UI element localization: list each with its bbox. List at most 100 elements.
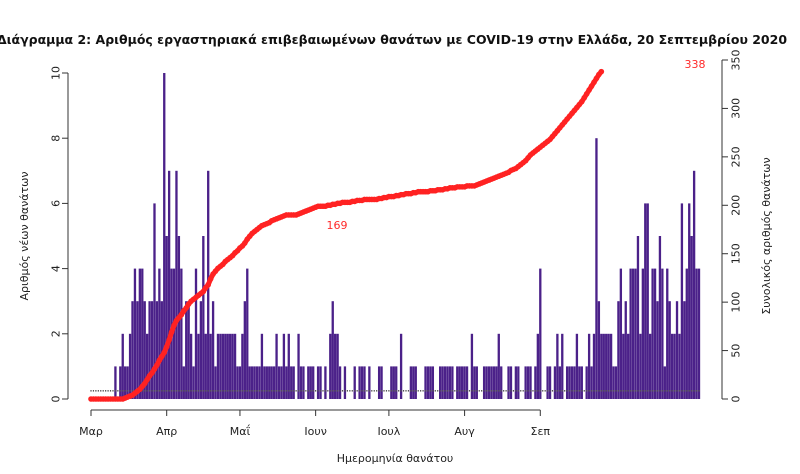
bar (253, 366, 256, 399)
baseline-dot (612, 390, 615, 392)
bar (507, 366, 510, 399)
bar (334, 333, 337, 399)
baseline-dot (639, 390, 641, 392)
bar (392, 366, 395, 399)
bar (189, 333, 193, 399)
bar (670, 333, 674, 399)
bar (487, 366, 491, 399)
baseline-dot (556, 390, 558, 392)
baseline-dot (686, 390, 688, 392)
baseline-dot (175, 390, 178, 392)
baseline-dot (444, 390, 446, 392)
baseline-dot (222, 390, 224, 392)
baseline-dot (498, 390, 500, 392)
baseline-dot (637, 390, 639, 392)
bar (546, 366, 549, 399)
baseline-dot (659, 390, 661, 392)
bar (282, 333, 286, 399)
baseline-dot (634, 390, 637, 392)
baseline-dot (332, 390, 334, 392)
baseline-dot (544, 390, 546, 392)
baseline-dot (112, 390, 114, 392)
bar (500, 366, 503, 399)
x-axis-label: Ημερομηνία θανάτου (337, 452, 454, 465)
right-tick-label: 300 (730, 98, 743, 119)
bar (192, 366, 195, 399)
baseline-dot (388, 390, 390, 392)
bar (224, 333, 227, 399)
baseline-dot (593, 390, 595, 392)
baseline-dot (241, 390, 243, 392)
baseline-dot (615, 390, 617, 392)
bar (290, 366, 293, 399)
baseline-dot (630, 390, 632, 392)
y-axis-label: Αριθμός νέων θανάτων (18, 172, 31, 301)
baseline-dot (212, 390, 214, 392)
baseline-dot (559, 390, 561, 392)
baseline-dot (554, 390, 556, 392)
bar (553, 366, 557, 399)
bar (275, 333, 278, 399)
left-tick-label: 6 (50, 200, 63, 207)
baseline-dot (251, 390, 253, 392)
bar (194, 268, 198, 399)
bar (146, 333, 149, 399)
baseline-dot (468, 390, 471, 392)
baseline-dot (442, 390, 444, 392)
baseline-dot (576, 390, 578, 392)
baseline-dot (590, 390, 593, 392)
bar (158, 268, 161, 399)
baseline-dot (371, 390, 373, 392)
bar (138, 268, 141, 399)
baseline-dot (322, 390, 324, 392)
bar (211, 301, 215, 399)
bar (526, 366, 530, 399)
baseline-dot (422, 390, 424, 392)
bar (202, 236, 205, 399)
bar (622, 333, 625, 399)
baseline-dot (300, 390, 302, 392)
bar (683, 301, 686, 399)
baseline-dot (100, 390, 102, 392)
bar (607, 333, 610, 399)
baseline-dot (473, 390, 475, 392)
bar (558, 366, 561, 399)
bar (226, 333, 229, 399)
baseline-dot (454, 390, 456, 392)
bar (377, 366, 381, 399)
bar (548, 366, 552, 399)
bar (634, 268, 637, 399)
baseline-dot (478, 390, 480, 392)
baseline-dot (608, 390, 610, 392)
baseline-dot (537, 390, 539, 392)
baseline-dot (141, 390, 143, 392)
baseline-dot (349, 390, 351, 392)
baseline-dot (368, 390, 370, 392)
bar (627, 333, 630, 399)
bar (661, 268, 664, 399)
bar (229, 333, 232, 399)
baseline-dot (146, 390, 148, 392)
baseline-dot (691, 390, 693, 392)
baseline-dot (149, 390, 151, 392)
baseline-dot (402, 390, 405, 392)
baseline-dot (95, 390, 97, 392)
bar (409, 366, 413, 399)
bar (573, 366, 576, 399)
bar (312, 366, 315, 399)
baseline-dot (632, 390, 634, 392)
x-tick-label: Μαρ (79, 425, 103, 438)
baseline-dot (185, 390, 187, 392)
bar (219, 333, 222, 399)
bar (658, 236, 662, 399)
bar (685, 268, 688, 399)
bar (329, 333, 332, 399)
bar (209, 333, 212, 399)
baseline-dot (395, 390, 397, 392)
baseline-dot (217, 390, 219, 392)
cumulative-point (154, 362, 160, 368)
baseline-dot (407, 390, 410, 392)
cumulative-point (171, 322, 177, 329)
bar (119, 366, 122, 399)
bar (568, 366, 571, 399)
